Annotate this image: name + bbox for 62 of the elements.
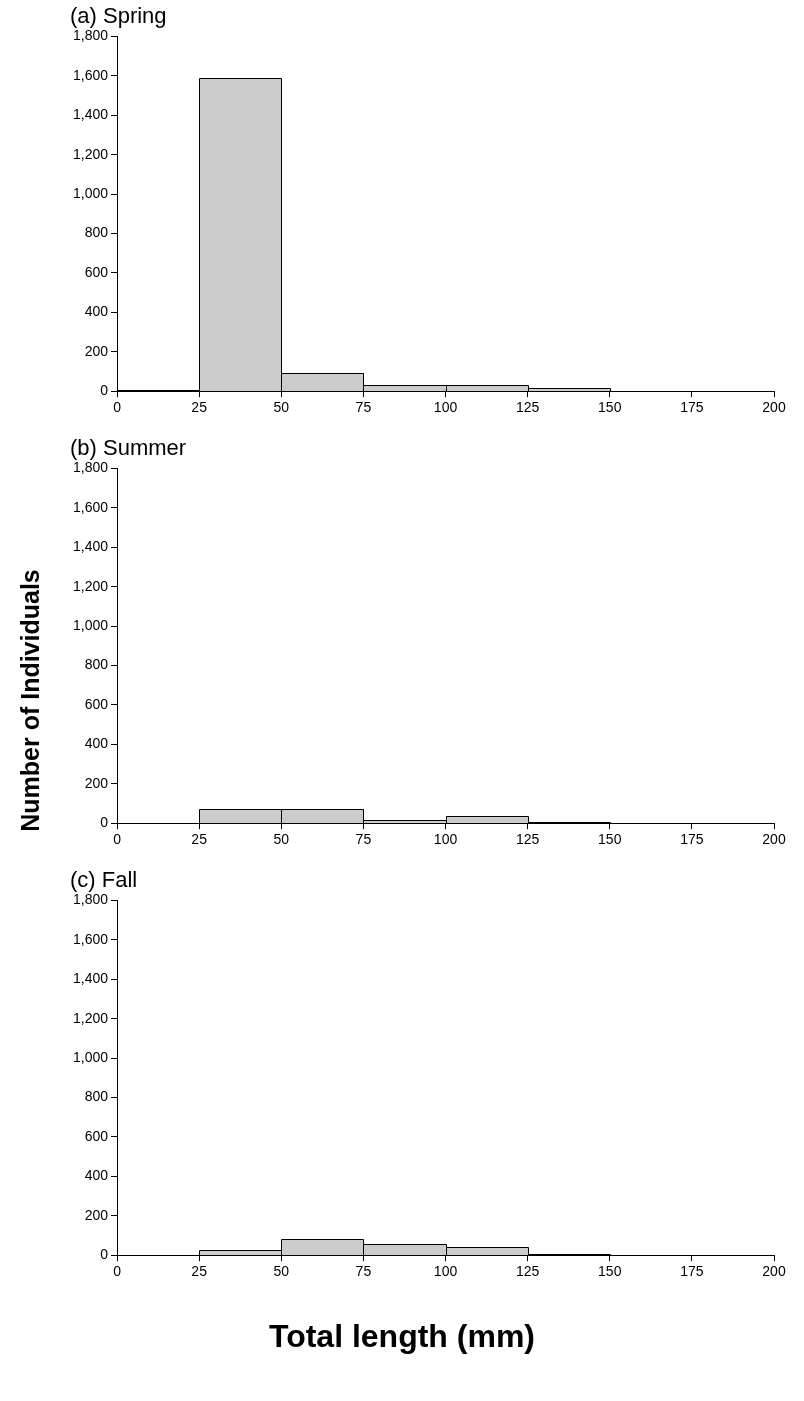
- x-tick-label: 0: [113, 1263, 122, 1280]
- x-tick-label: 0: [113, 831, 122, 848]
- y-tick-label: 400: [84, 1167, 109, 1184]
- x-tick-label: 150: [598, 1263, 622, 1280]
- y-tick-label: 1,000: [72, 184, 109, 201]
- y-tick-label: 200: [84, 342, 109, 359]
- x-tick-label: 125: [515, 399, 540, 416]
- y-tick-label: 1,000: [72, 1048, 109, 1065]
- chart-title: (b) Summer: [70, 435, 187, 461]
- x-tick-label: 100: [433, 399, 458, 416]
- x-tick-label: 25: [191, 831, 208, 848]
- y-tick-label: 800: [84, 656, 109, 673]
- chart-title: (c) Fall: [70, 867, 138, 893]
- y-tick-label: 400: [84, 303, 109, 320]
- x-tick-label: 25: [191, 399, 208, 416]
- x-tick-label: 150: [598, 831, 622, 848]
- y-tick-label: 1,400: [72, 538, 109, 555]
- x-tick-label: 75: [355, 831, 372, 848]
- y-tick-label: 0: [100, 382, 109, 399]
- y-tick-label: 800: [84, 1088, 109, 1105]
- x-tick-label: 0: [113, 399, 122, 416]
- chart-title: (a) Spring: [70, 3, 167, 29]
- x-axis-title: Total length (mm): [267, 1318, 536, 1355]
- y-tick-label: 1,600: [72, 930, 109, 947]
- y-tick-label: 600: [84, 695, 109, 712]
- y-tick-label: 0: [100, 1246, 109, 1263]
- y-tick-label: 1,000: [72, 616, 109, 633]
- y-tick-label: 1,600: [72, 498, 109, 515]
- y-tick-label: 1,200: [72, 1009, 109, 1026]
- y-tick-label: 400: [84, 735, 109, 752]
- x-tick-label: 100: [433, 1263, 458, 1280]
- y-tick-label: 1,200: [72, 577, 109, 594]
- x-tick-label: 200: [762, 399, 786, 416]
- x-tick-label: 175: [680, 1263, 704, 1280]
- y-tick-label: 1,800: [72, 459, 109, 476]
- y-tick-label: 200: [84, 1206, 109, 1223]
- x-tick-label: 50: [273, 1263, 290, 1280]
- y-tick-label: 1,400: [72, 970, 109, 987]
- y-tick-label: 800: [84, 224, 109, 241]
- x-tick-label: 75: [355, 399, 372, 416]
- x-tick-label: 25: [191, 1263, 208, 1280]
- x-tick-label: 50: [273, 831, 290, 848]
- x-tick-label: 125: [515, 831, 540, 848]
- x-tick-label: 50: [273, 399, 290, 416]
- x-tick-label: 200: [762, 831, 786, 848]
- x-tick-label: 150: [598, 399, 622, 416]
- y-tick-label: 1,400: [72, 106, 109, 123]
- x-tick-label: 200: [762, 1263, 786, 1280]
- x-tick-label: 175: [680, 831, 704, 848]
- y-tick-label: 600: [84, 263, 109, 280]
- y-tick-label: 1,200: [72, 145, 109, 162]
- x-tick-label: 75: [355, 1263, 372, 1280]
- y-tick-label: 1,800: [72, 27, 109, 44]
- y-tick-label: 200: [84, 774, 109, 791]
- x-tick-label: 175: [680, 399, 704, 416]
- y-tick-label: 600: [84, 1127, 109, 1144]
- y-tick-label: 1,800: [72, 891, 109, 908]
- x-tick-label: 100: [433, 831, 458, 848]
- y-tick-label: 0: [100, 814, 109, 831]
- y-axis-title: Number of Individuals: [15, 569, 45, 832]
- y-tick-label: 1,600: [72, 66, 109, 83]
- x-tick-label: 125: [515, 1263, 540, 1280]
